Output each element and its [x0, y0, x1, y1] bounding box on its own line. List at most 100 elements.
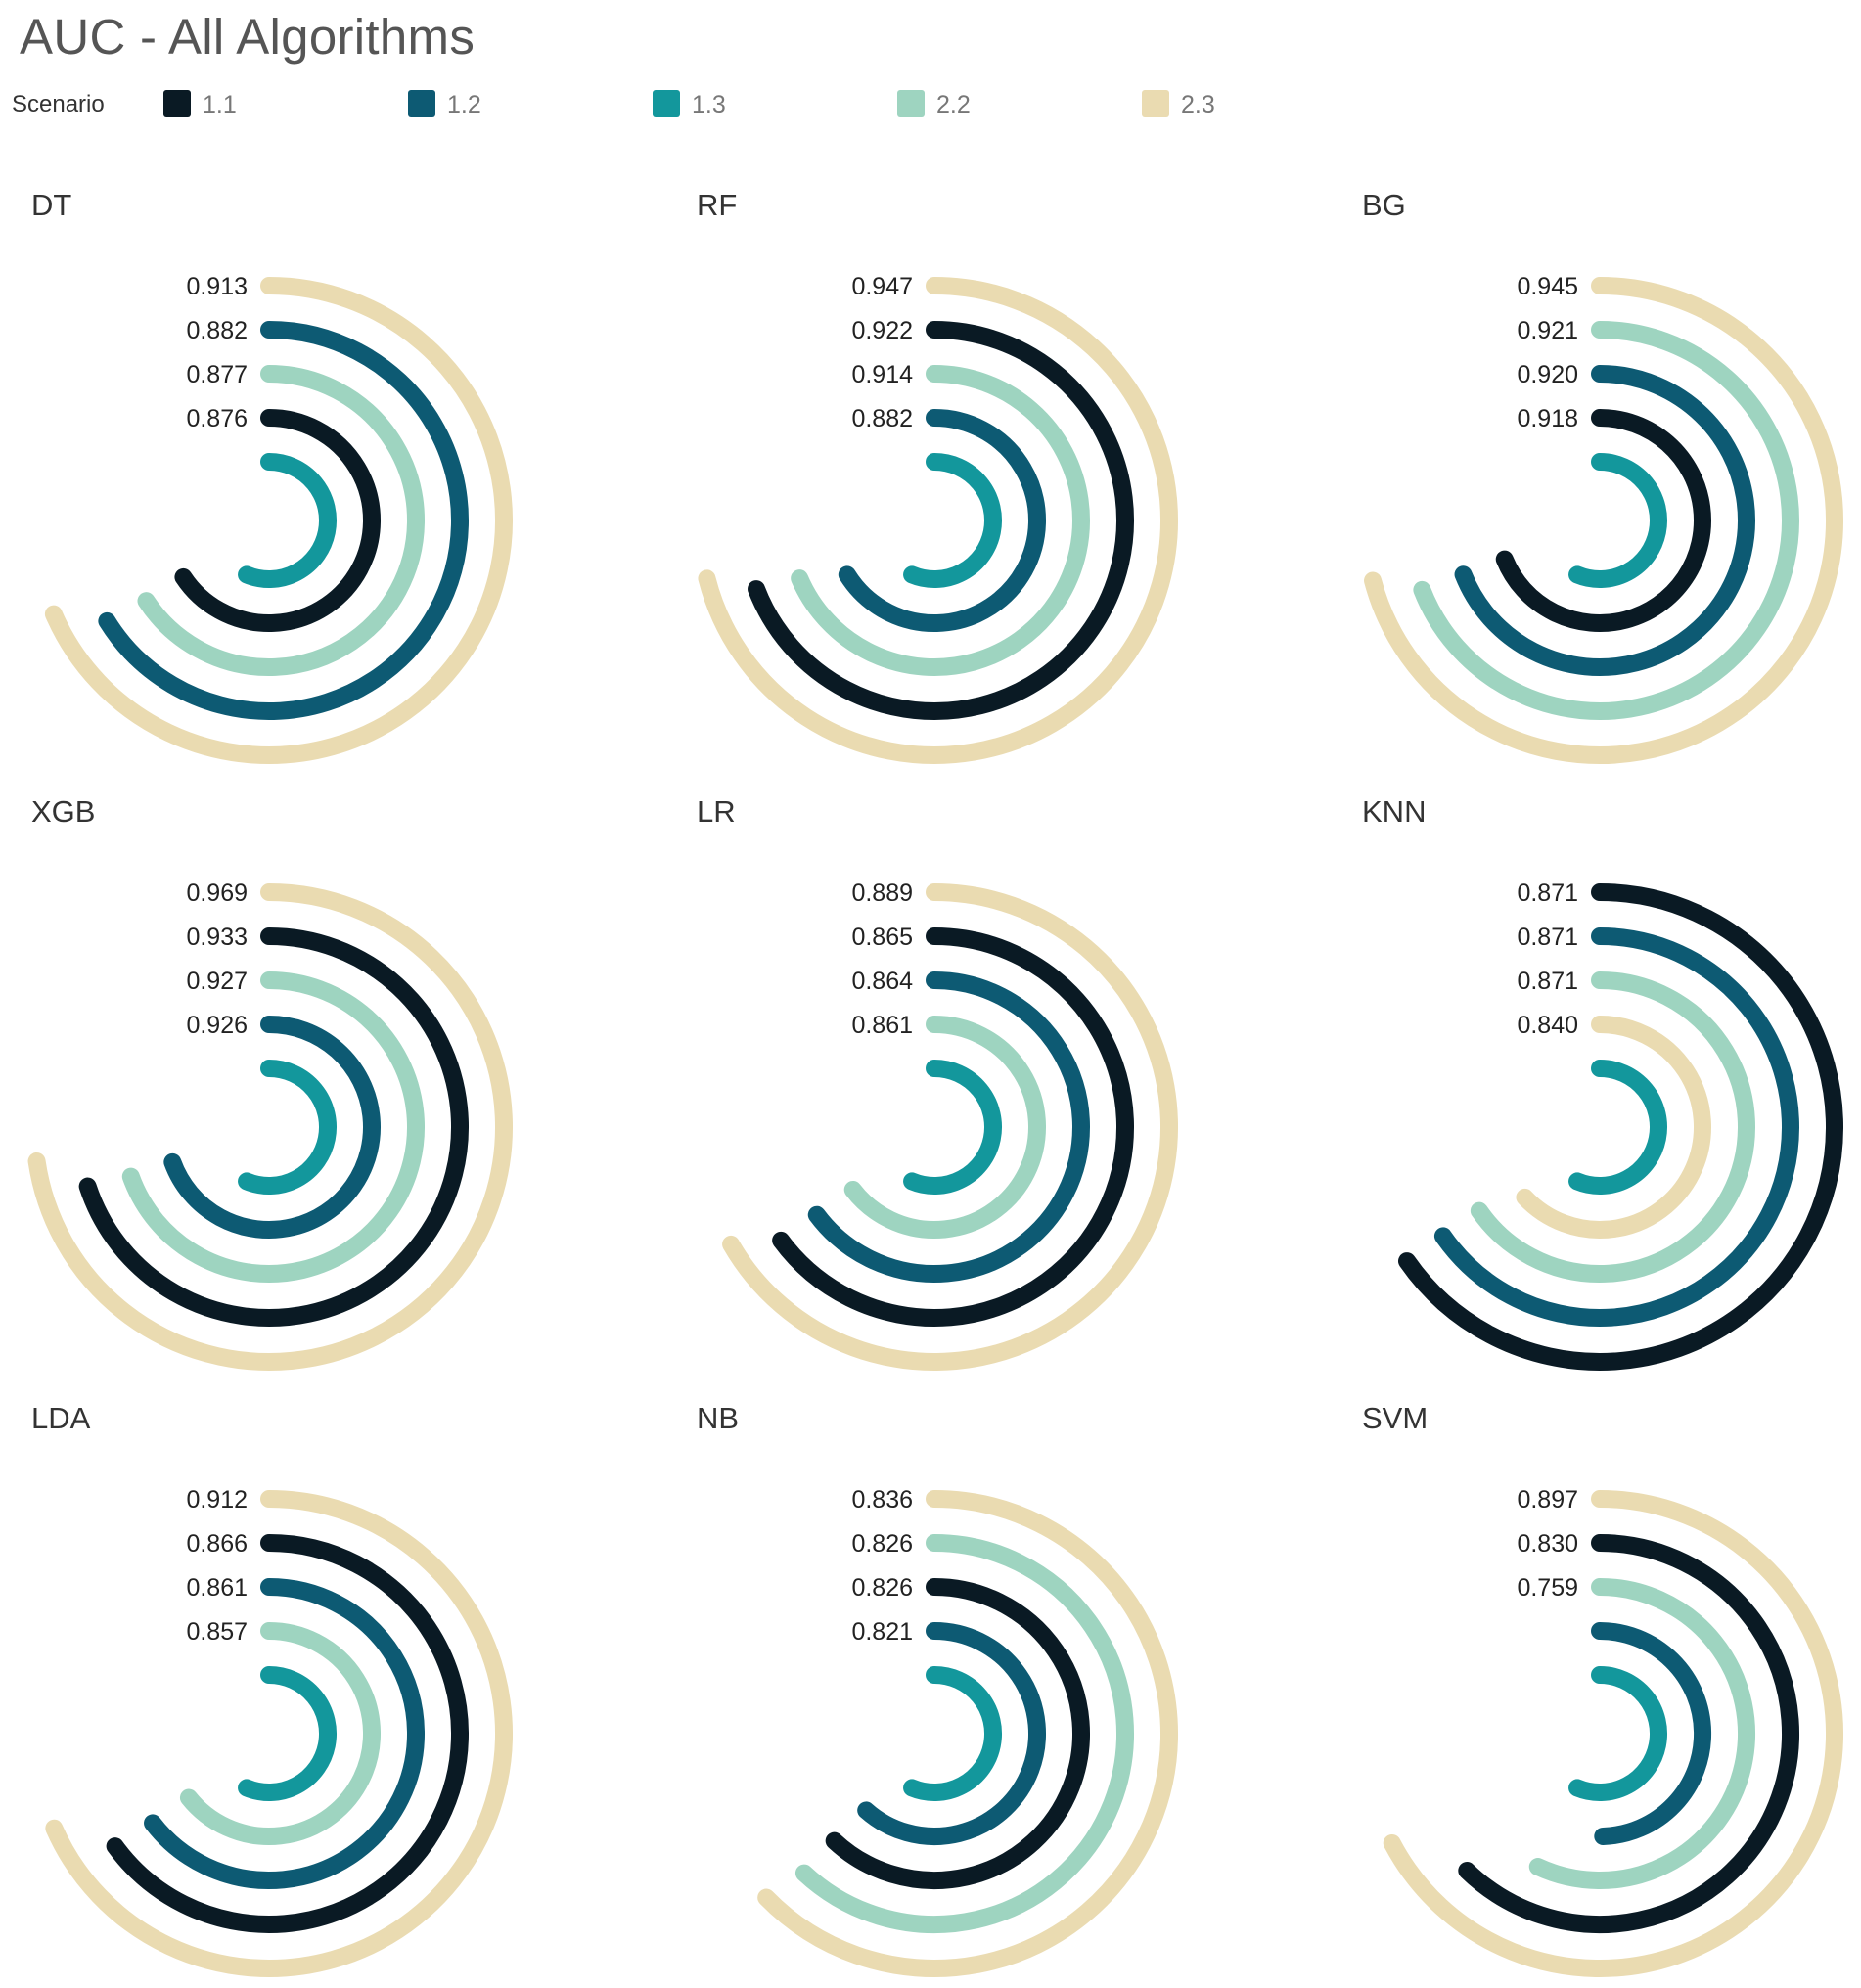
ring-scenario-2-2[interactable]	[121, 971, 425, 1283]
ring-value-label: 0.861	[851, 1012, 913, 1039]
legend-swatch	[653, 90, 680, 117]
ring-scenario-2-3[interactable]	[45, 1490, 513, 1977]
ring-scenario-1-1[interactable]	[78, 927, 469, 1327]
chart-title: BG	[1362, 188, 1406, 222]
ring-scenario-1-3[interactable]	[903, 453, 1002, 588]
ring-scenario-1-2[interactable]	[1591, 1622, 1712, 1845]
ring-scenario-1-3[interactable]	[903, 1666, 1002, 1801]
ring-scenario-2-3[interactable]	[1516, 1016, 1711, 1239]
ring-value-label: 0.861	[186, 1574, 248, 1602]
radial-bars: 0.969 0.933 0.927 0.926	[27, 880, 513, 1371]
ring-scenario-1-2[interactable]	[144, 1578, 425, 1889]
ring-value-label: 0.865	[851, 924, 913, 951]
chart-title: RF	[697, 188, 738, 222]
ring-value-label: 0.866	[186, 1530, 248, 1558]
radial-chart-nb: NB 0.836 0.826 0.826 0.821	[675, 1401, 1340, 1988]
legend-swatch	[1142, 90, 1169, 117]
ring-value-label: 0.864	[851, 968, 913, 995]
ring-scenario-2-3[interactable]	[722, 883, 1178, 1371]
chart-title: NB	[697, 1401, 740, 1435]
ring-value-label: 0.969	[186, 880, 248, 907]
ring-scenario-1-1[interactable]	[825, 1578, 1090, 1889]
ring-value-label: 0.821	[851, 1618, 913, 1646]
ring-scenario-2-2[interactable]	[791, 365, 1090, 676]
ring-scenario-2-2[interactable]	[843, 1016, 1046, 1239]
ring-scenario-1-3[interactable]	[1568, 1060, 1667, 1195]
ring-value-label: 0.840	[1517, 1012, 1578, 1039]
ring-value-label: 0.889	[851, 880, 913, 907]
ring-value-label: 0.927	[186, 968, 248, 995]
ring-value-label: 0.830	[1517, 1530, 1578, 1558]
ring-scenario-2-3[interactable]	[44, 277, 513, 764]
ring-scenario-1-2[interactable]	[98, 321, 469, 720]
ring-value-label: 0.871	[1517, 924, 1578, 951]
ring-scenario-2-3[interactable]	[757, 1490, 1178, 1977]
ring-scenario-1-2[interactable]	[1454, 365, 1755, 676]
ring-scenario-1-2[interactable]	[1433, 927, 1799, 1327]
ring-value-label: 0.913	[186, 273, 248, 300]
ring-scenario-1-1[interactable]	[1495, 409, 1711, 632]
ring-scenario-1-2[interactable]	[857, 1622, 1046, 1845]
ring-scenario-2-3[interactable]	[698, 277, 1178, 764]
ring-value-label: 0.947	[851, 273, 913, 300]
ring-scenario-1-3[interactable]	[238, 453, 337, 588]
ring-scenario-1-1[interactable]	[1398, 883, 1843, 1371]
radial-chart-svm: SVM 0.897 0.830 0.759	[1340, 1401, 1861, 1988]
ring-value-label: 0.897	[1517, 1486, 1578, 1514]
radial-bars: 0.945 0.921 0.920 0.918	[1364, 273, 1843, 764]
radial-bars: 0.871 0.871 0.871 0.840	[1398, 880, 1843, 1371]
radial-bars: 0.947 0.922 0.914 0.882	[698, 273, 1178, 764]
ring-value-label: 0.877	[186, 361, 248, 388]
legend: Scenario 1.1 1.2 1.3 2.2 2.3	[12, 86, 1284, 123]
chart-title: KNN	[1362, 794, 1427, 829]
radial-bars: 0.836 0.826 0.826 0.821	[757, 1486, 1178, 1977]
ring-scenario-2-2[interactable]	[137, 365, 425, 676]
ring-scenario-2-3[interactable]	[1364, 277, 1843, 764]
ring-scenario-1-2[interactable]	[163, 1016, 381, 1239]
legend-label: Scenario	[12, 91, 105, 117]
legend-swatch	[408, 90, 435, 117]
ring-scenario-1-3[interactable]	[903, 1060, 1002, 1195]
ring-scenario-1-1[interactable]	[748, 321, 1134, 720]
radial-chart-dt: DT 0.913 0.882 0.877 0.876	[10, 188, 675, 775]
page-title: AUC - All Algorithms	[20, 9, 476, 65]
ring-scenario-1-3[interactable]	[1568, 453, 1667, 588]
ring-scenario-2-3[interactable]	[27, 883, 513, 1371]
legend-item-label: 1.3	[692, 91, 726, 118]
ring-value-label: 0.759	[1517, 1574, 1578, 1602]
ring-scenario-1-1[interactable]	[772, 927, 1134, 1327]
chart-title: XGB	[31, 794, 96, 829]
ring-scenario-1-1[interactable]	[106, 1534, 469, 1933]
ring-scenario-1-3[interactable]	[238, 1060, 337, 1195]
ring-scenario-2-2[interactable]	[1413, 321, 1799, 720]
ring-value-label: 0.918	[1517, 405, 1578, 432]
ring-scenario-2-2[interactable]	[1470, 971, 1755, 1283]
ring-value-label: 0.945	[1517, 273, 1578, 300]
legend-item-label: 2.2	[936, 91, 971, 118]
ring-scenario-1-1[interactable]	[1458, 1534, 1799, 1933]
ring-scenario-2-3[interactable]	[1383, 1490, 1843, 1977]
ring-value-label: 0.926	[186, 1012, 248, 1039]
ring-scenario-2-2[interactable]	[179, 1622, 381, 1845]
radial-chart-lda: LDA 0.912 0.866 0.861 0.857	[10, 1401, 675, 1988]
ring-value-label: 0.871	[1517, 880, 1578, 907]
ring-value-label: 0.836	[851, 1486, 913, 1514]
ring-value-label: 0.921	[1517, 317, 1578, 344]
ring-scenario-1-3[interactable]	[1568, 1666, 1667, 1801]
ring-value-label: 0.826	[851, 1574, 913, 1602]
ring-value-label: 0.882	[851, 405, 913, 432]
radial-bars: 0.889 0.865 0.864 0.861	[722, 880, 1178, 1371]
radial-bars: 0.913 0.882 0.877 0.876	[44, 273, 513, 764]
chart-title: SVM	[1362, 1401, 1429, 1435]
ring-scenario-1-1[interactable]	[174, 409, 381, 632]
ring-scenario-1-3[interactable]	[238, 1666, 337, 1801]
ring-scenario-2-2[interactable]	[794, 1534, 1134, 1933]
chart-title: LDA	[31, 1401, 91, 1435]
ring-scenario-2-2[interactable]	[1528, 1578, 1755, 1889]
radial-chart-knn: KNN 0.871 0.871 0.871 0.840	[1340, 794, 1861, 1381]
legend-item-label: 1.2	[447, 91, 481, 118]
chart-title: DT	[31, 188, 72, 222]
ring-scenario-1-2[interactable]	[807, 971, 1090, 1283]
ring-scenario-1-2[interactable]	[838, 409, 1046, 632]
